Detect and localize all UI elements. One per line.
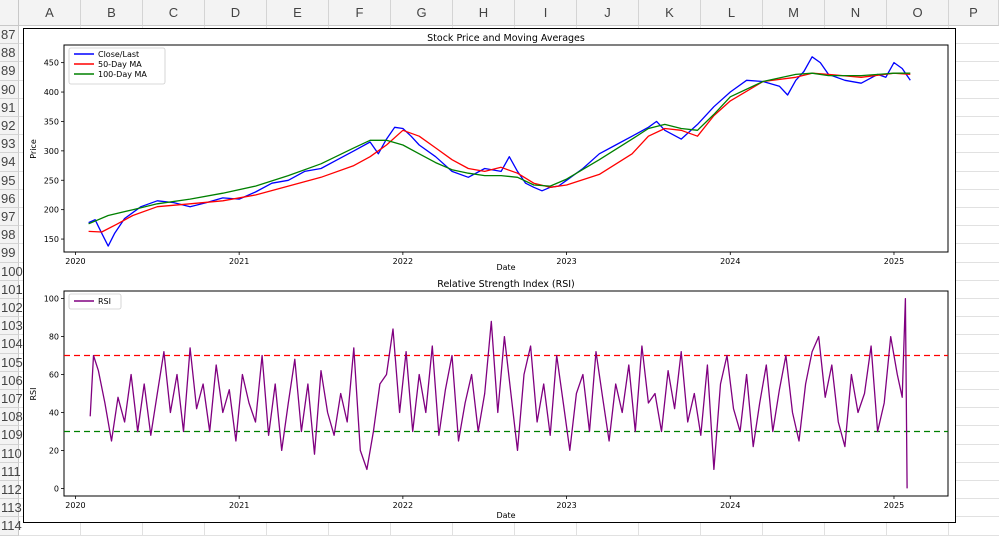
rsi-y-tick-label: 60 [49,371,59,380]
row-header-114[interactable]: 114 [0,517,22,536]
legend-rsi-label: RSI [98,297,111,306]
row-header-89[interactable]: 89 [0,62,19,81]
price-series [88,56,911,247]
row-header-108[interactable]: 108 [0,408,23,427]
row-header-88[interactable]: 88 [0,44,19,63]
rsi-plot-frame [63,290,949,497]
rsi-x-axis-label: Date [496,511,515,520]
row-header-90[interactable]: 90 [0,80,19,99]
row-header-113[interactable]: 113 [0,499,22,518]
price-x-tick-label: 2025 [884,257,904,266]
price-axes: 2020 2021 2022 2023 2024 2025 150 200 250 300 350 4… [44,59,904,266]
row-header-109[interactable]: 109 [0,426,23,445]
row-header-110[interactable]: 110 [0,444,22,463]
legend-ma50-label: 50-Day MA [98,60,142,69]
price-x-tick-label: 2021 [229,257,249,266]
row-header-112[interactable]: 112 [0,481,22,500]
row-header-94[interactable]: 94 [0,153,19,172]
legend-ma100-label: 100-Day MA [98,70,147,79]
column-header-G[interactable]: G [391,0,453,26]
rsi-x-tick-label: 2022 [393,501,413,510]
rsi-x-tick-label: 2025 [884,501,904,510]
price-x-tick-label: 2024 [720,257,740,266]
row-header-100[interactable]: 100 [0,262,23,281]
price-y-tick-label: 150 [44,235,59,244]
rsi-y-tick-label: 100 [44,295,59,304]
row-header-93[interactable]: 93 [0,135,19,154]
column-header-B[interactable]: B [81,0,143,26]
rsi-y-tick-label: 20 [49,446,59,455]
row-header-96[interactable]: 96 [0,189,19,208]
rsi-x-tick-label: 2020 [65,501,85,510]
price-chart-title: Stock Price and Moving Averages [427,33,585,44]
price-y-tick-label: 450 [44,59,59,68]
column-header-O[interactable]: O [887,0,949,26]
price-legend-box [68,47,166,85]
price-x-tick-label: 2020 [65,257,85,266]
price-x-tick-label: 2023 [556,257,576,266]
row-header-91[interactable]: 91 [0,98,19,117]
price-y-tick-label: 400 [44,88,59,97]
rsi-x-tick-label: 2024 [720,501,740,510]
rsi-legend-box [68,293,122,310]
row-header-101[interactable]: 101 [0,280,23,299]
row-header-102[interactable]: 102 [0,299,23,318]
legend-close-label: Close/Last [98,50,139,59]
rsi-series-line-rsi [89,297,908,489]
row-header-106[interactable]: 106 [0,371,23,390]
select-all-corner[interactable] [0,0,19,26]
price-y-tick-label: 200 [44,206,59,215]
rsi-y-tick-label: 0 [54,484,59,493]
row-header-97[interactable]: 97 [0,208,19,227]
column-header-K[interactable]: K [639,0,701,26]
row-header-95[interactable]: 95 [0,171,19,190]
column-header-M[interactable]: M [763,0,825,26]
price-series-line-100-day-ma [88,72,911,225]
rsi-legend: RSI [68,293,122,310]
price-x-axis-label: Date [496,263,515,272]
column-header-P[interactable]: P [949,0,999,26]
column-header-H[interactable]: H [453,0,515,26]
price-y-tick-label: 300 [44,147,59,156]
chart-canvas: Stock Price and Moving Averages Date Pri… [29,33,949,520]
price-y-tick-label: 250 [44,176,59,185]
price-series-line-close-last [88,56,911,247]
price-legend: Close/Last 50-Day MA 100-Day MA [68,47,166,85]
price-x-tick-label: 2022 [393,257,413,266]
row-header-103[interactable]: 103 [0,317,23,336]
row-header-99[interactable]: 99 [0,244,19,263]
column-header-N[interactable]: N [825,0,887,26]
row-header-105[interactable]: 105 [0,353,23,372]
row-gridline [19,534,999,536]
column-header-F[interactable]: F [329,0,391,26]
row-header-107[interactable]: 107 [0,390,23,409]
price-y-axis-label: Price [29,139,38,159]
chart-object[interactable]: Stock Price and Moving Averages Date Pri… [23,28,956,523]
rsi-y-tick-label: 80 [49,333,59,342]
price-series-line-50-day-ma [88,72,911,233]
rsi-axes: 2020 2021 2022 2023 2024 2025 0 20 40 60 80 100 [44,295,904,510]
column-header-C[interactable]: C [143,0,205,26]
row-header-87[interactable]: 87 [0,26,19,45]
row-header-92[interactable]: 92 [0,117,19,136]
row-header-111[interactable]: 111 [0,462,21,481]
column-header-J[interactable]: J [577,0,639,26]
rsi-y-tick-label: 40 [49,408,59,417]
column-header-D[interactable]: D [205,0,267,26]
row-header-104[interactable]: 104 [0,335,23,354]
column-header-E[interactable]: E [267,0,329,26]
column-header-I[interactable]: I [515,0,577,26]
column-header-L[interactable]: L [701,0,763,26]
rsi-x-tick-label: 2023 [556,501,576,510]
price-y-tick-label: 350 [44,117,59,126]
rsi-y-axis-label: RSI [29,388,38,401]
row-header-98[interactable]: 98 [0,226,19,245]
price-plot-frame [63,44,949,253]
rsi-series [64,297,948,489]
rsi-x-tick-label: 2021 [229,501,249,510]
column-header-A[interactable]: A [19,0,81,26]
rsi-chart-title: Relative Strength Index (RSI) [437,279,574,290]
